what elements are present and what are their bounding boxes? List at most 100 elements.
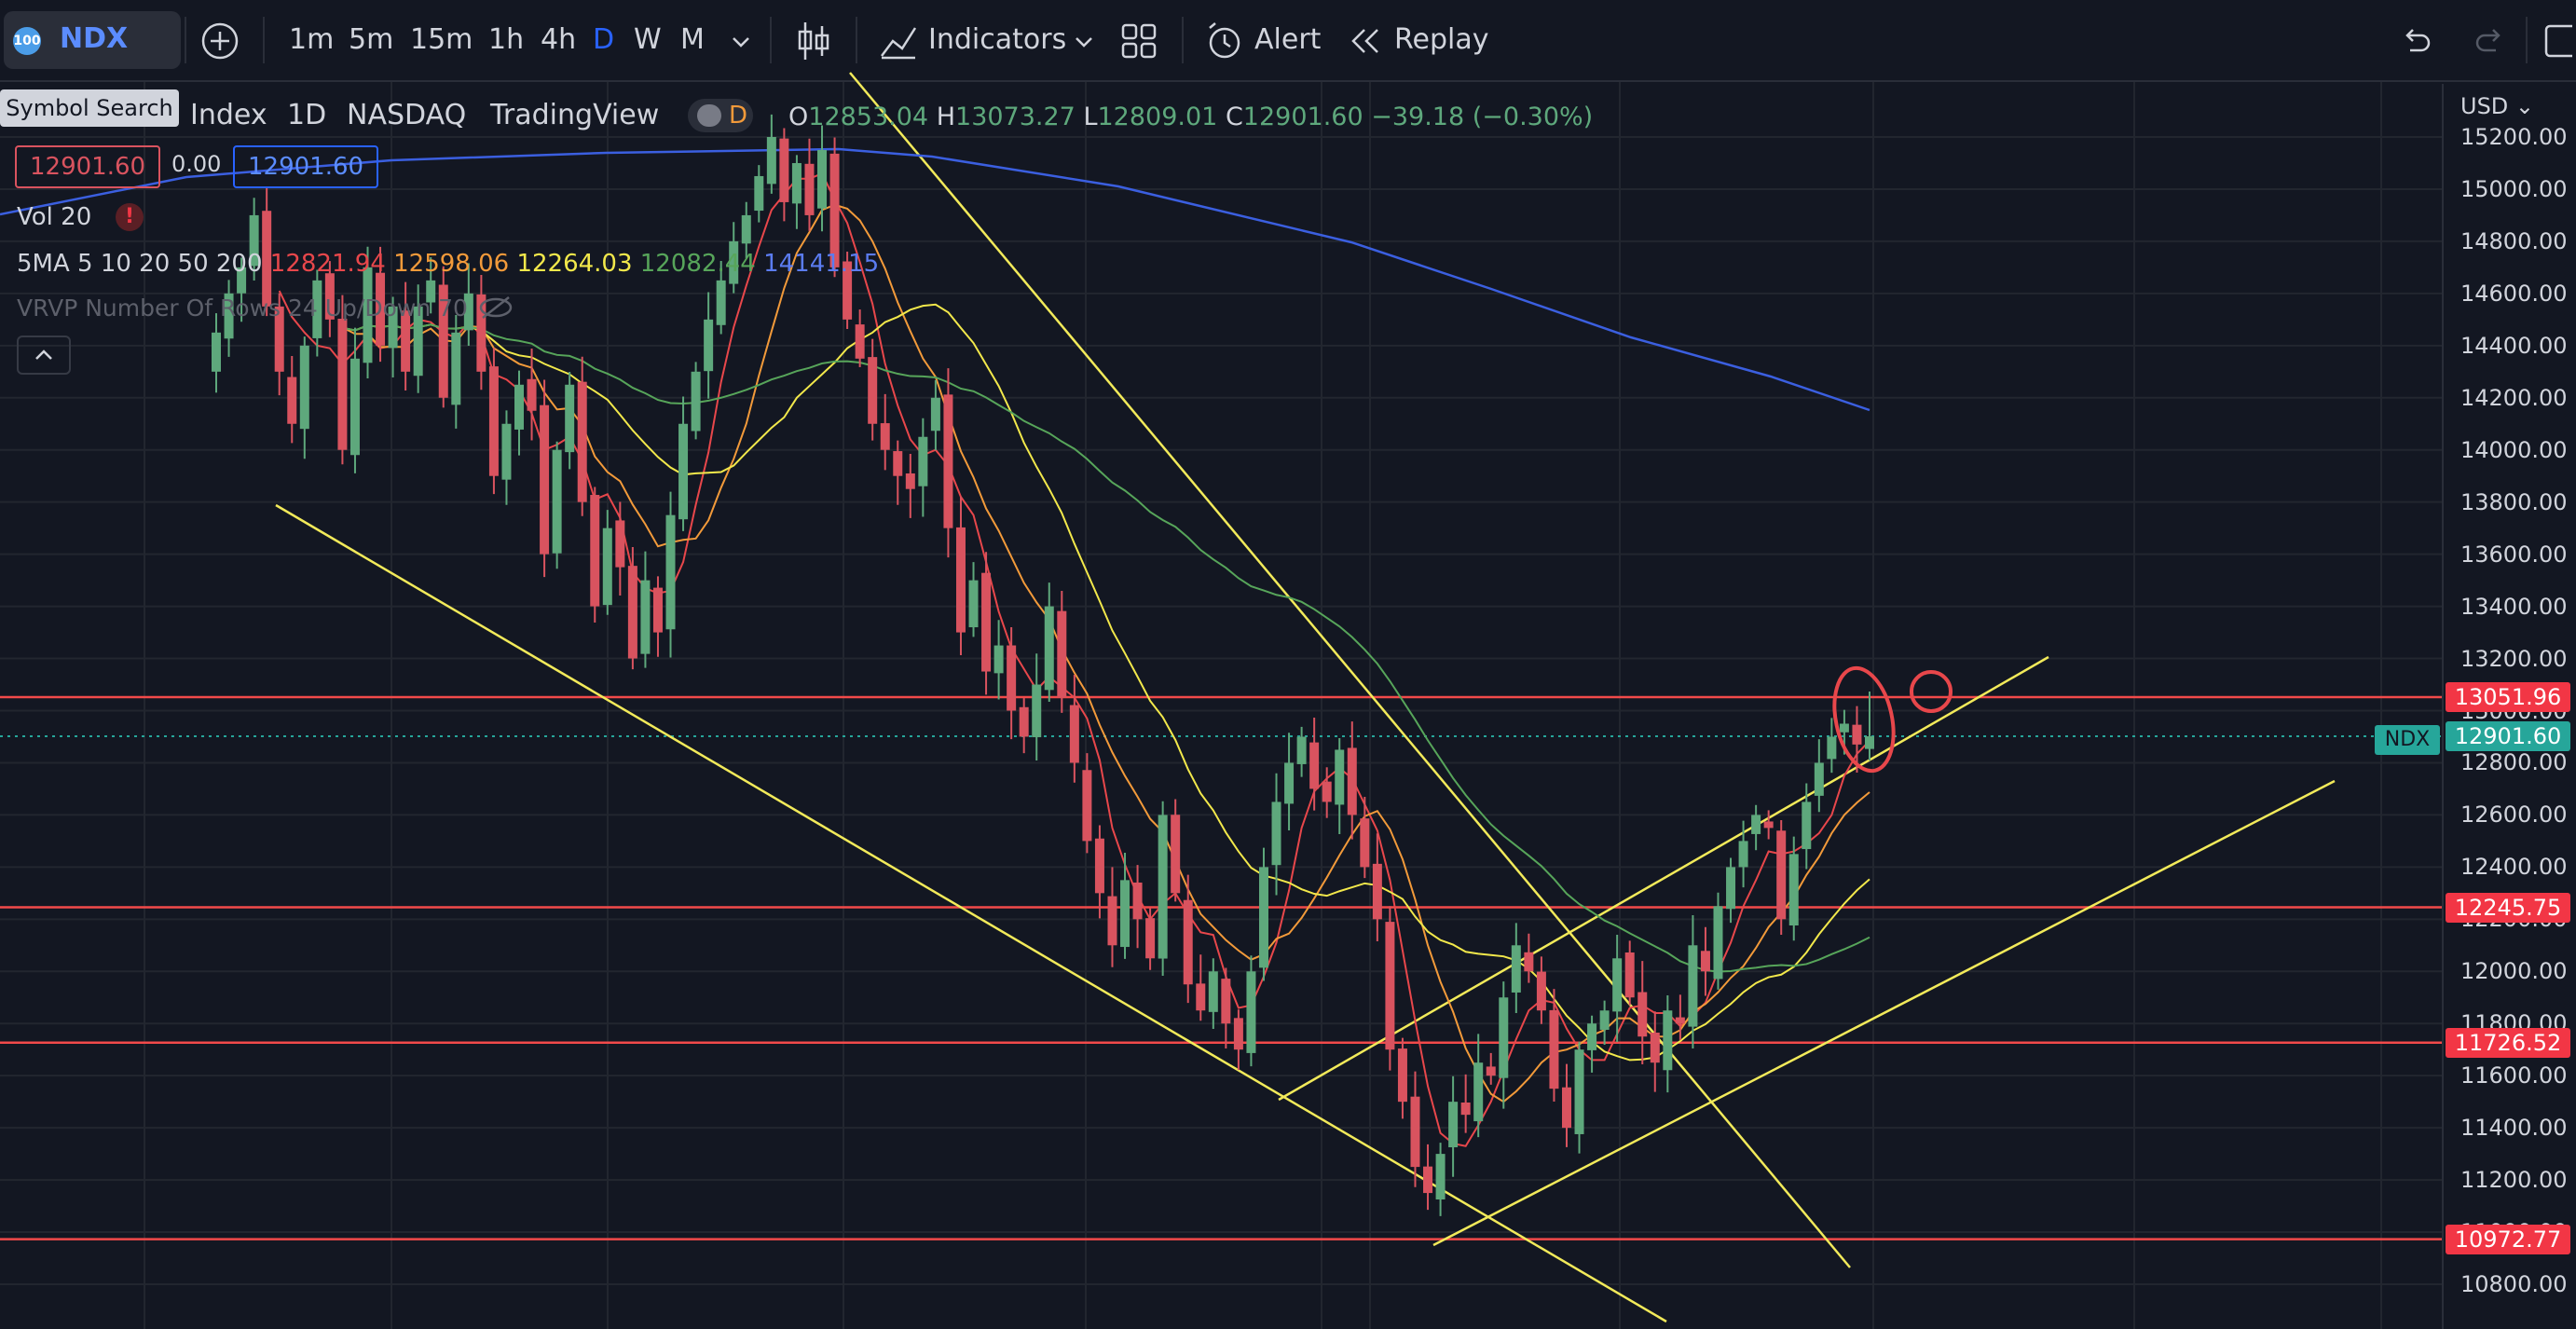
- candle-body: [1171, 815, 1181, 894]
- eye-hidden-icon[interactable]: [477, 294, 514, 322]
- alert-button[interactable]: Alert: [1254, 23, 1322, 56]
- rewind-icon[interactable]: [1348, 22, 1385, 60]
- layout-grid-icon[interactable]: [1120, 22, 1158, 60]
- candle-body: [540, 404, 550, 555]
- sell-price-box[interactable]: 12901.60: [15, 145, 161, 188]
- open-value: 12853.04: [808, 103, 929, 131]
- candle-body: [1372, 863, 1382, 920]
- toggle-icon: [697, 104, 721, 127]
- chevron-up-icon: [35, 349, 52, 360]
- indicators-button[interactable]: Indicators: [928, 23, 1067, 56]
- price-tick: 15200.00: [2460, 124, 2568, 150]
- timeframe-15m[interactable]: 15m: [410, 23, 473, 56]
- candle-body: [993, 645, 1004, 674]
- candle-body: [1738, 841, 1748, 868]
- candle-body: [1499, 997, 1509, 1078]
- symbol-name: NDX: [60, 22, 129, 55]
- candle-body: [274, 306, 284, 372]
- symbol-search-button[interactable]: 100 NDX: [4, 11, 181, 69]
- timeframe-w[interactable]: W: [634, 23, 662, 56]
- timeframe-1m[interactable]: 1m: [289, 23, 335, 56]
- candle-body: [287, 377, 297, 424]
- ohlc-values: O12853.04 H13073.27 L12809.01 C12901.60 …: [788, 103, 1593, 131]
- candlestick-chart-type-icon[interactable]: [794, 19, 831, 63]
- candle-body: [652, 587, 663, 633]
- fullscreen-icon[interactable]: [2544, 22, 2572, 60]
- symbol-price-tag: NDX: [2375, 725, 2440, 755]
- price-tick: 15000.00: [2460, 175, 2568, 202]
- candle-body: [1561, 1087, 1571, 1129]
- candle-body: [1726, 867, 1736, 910]
- candle-body: [1865, 736, 1874, 749]
- ma10-value: 12598.06: [393, 250, 510, 278]
- candle-body: [1347, 747, 1357, 815]
- collapse-legend-button[interactable]: [17, 336, 71, 375]
- legend-exchange: NASDAQ: [347, 99, 467, 131]
- candle-body: [262, 211, 272, 307]
- candle-body: [893, 451, 903, 476]
- candle-body: [1663, 1010, 1673, 1071]
- candle-body: [237, 267, 247, 294]
- candle-body: [224, 293, 234, 339]
- candle-body: [1145, 918, 1156, 959]
- candle-body: [1486, 1066, 1496, 1076]
- candle-body: [1536, 971, 1546, 1011]
- candle-body: [1044, 606, 1054, 691]
- chevron-down-icon[interactable]: [727, 28, 755, 56]
- candle-body: [1208, 971, 1218, 1012]
- replay-button[interactable]: Replay: [1394, 23, 1489, 56]
- candle-body: [678, 423, 689, 520]
- toolbar-divider: [856, 17, 857, 63]
- top-toolbar: 100 NDX 1m 5m 15m 1h 4h D W M Indicators: [0, 0, 2576, 82]
- timeframe-4h[interactable]: 4h: [541, 23, 577, 56]
- candle-body: [1057, 610, 1067, 698]
- candle-body: [1802, 802, 1812, 850]
- price-tick: 12000.00: [2460, 958, 2568, 985]
- timeframe-5m[interactable]: 5m: [349, 23, 394, 56]
- candle-body: [376, 272, 386, 346]
- delay-badge[interactable]: D: [688, 99, 753, 132]
- candlesticks: [212, 114, 1874, 1216]
- candle-body: [829, 153, 840, 267]
- candle-body: [1814, 762, 1824, 796]
- price-tick: 11600.00: [2460, 1062, 2568, 1089]
- buy-price-box[interactable]: 12901.60: [233, 145, 379, 188]
- candle-body: [451, 332, 461, 405]
- candle-body: [766, 137, 776, 185]
- ma-legend: 5MA 5 10 20 50 200 12821.94 12598.06 122…: [17, 250, 879, 278]
- chevron-down-icon[interactable]: [1070, 28, 1098, 56]
- ma20-line: [342, 303, 1870, 1062]
- warning-icon[interactable]: !: [116, 203, 144, 231]
- redo-icon[interactable]: [2472, 22, 2509, 60]
- candle-body: [363, 267, 373, 363]
- candle-body: [1423, 1166, 1433, 1194]
- candle-body: [1296, 736, 1307, 764]
- timeframe-1h[interactable]: 1h: [488, 23, 525, 56]
- candle-body: [1284, 762, 1295, 804]
- trend-line: [1432, 779, 2336, 1247]
- candle-body: [729, 240, 739, 284]
- candle-body: [1335, 749, 1345, 805]
- add-symbol-icon[interactable]: [198, 19, 242, 63]
- candle-body: [868, 357, 878, 424]
- ma5-value: 12821.94: [269, 250, 386, 278]
- vrvp-legend: VRVP Number Of Rows 24 Up/Down 70: [17, 295, 468, 322]
- timeframe-d[interactable]: D: [593, 23, 615, 56]
- volume-legend: Vol 20: [17, 203, 92, 231]
- ma-label: 5MA 5 10 20 50 200: [17, 250, 263, 278]
- delay-badge-label: D: [729, 102, 748, 130]
- timeframe-m[interactable]: M: [680, 23, 705, 56]
- price-tick: 12400.00: [2460, 854, 2568, 881]
- candle-body: [981, 572, 992, 672]
- candle-body: [665, 514, 676, 630]
- candle-body: [1650, 1033, 1660, 1063]
- trend-line: [1278, 655, 2049, 1102]
- candle-body: [388, 306, 398, 349]
- currency-selector[interactable]: USD ⌄: [2460, 93, 2535, 119]
- legend-source: TradingView: [490, 99, 660, 131]
- indicators-icon[interactable]: [878, 21, 919, 62]
- undo-icon[interactable]: [2397, 22, 2434, 60]
- change-value: −39.18 (−0.30%): [1371, 103, 1594, 131]
- alarm-clock-icon[interactable]: [1204, 21, 1245, 62]
